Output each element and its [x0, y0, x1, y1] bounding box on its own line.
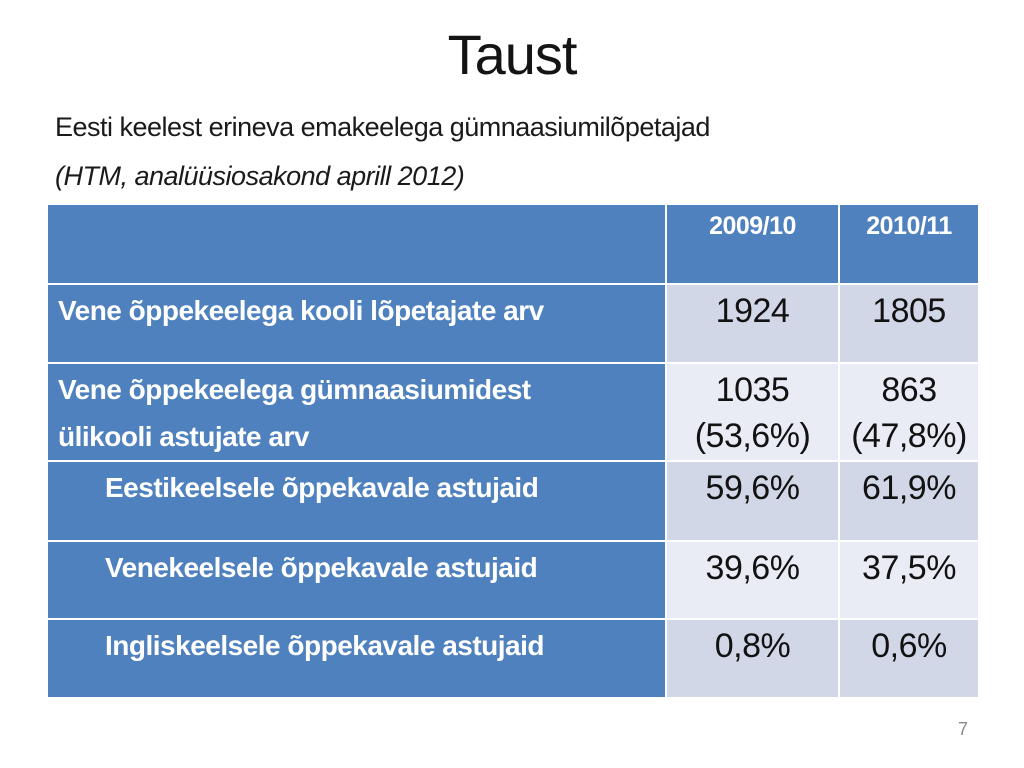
value-cell: 863 (47,8%) [840, 364, 978, 460]
table-header-row: 2009/10 2010/11 [48, 205, 978, 283]
value-cell: 1035 (53,6%) [667, 364, 838, 460]
value-cell: 39,6% [667, 542, 838, 618]
value-cell: 0,8% [667, 620, 838, 697]
value-cell: 1924 [667, 285, 838, 362]
table-row: Venekeelsele õppekavale astujaid 39,6% 3… [48, 542, 978, 618]
table-row: Vene õppekeelega gümnaasiumidest ülikool… [48, 364, 978, 460]
value-cell: 1805 [840, 285, 978, 362]
row-label-cell: Vene õppekeelega kooli lõpetajate arv [48, 285, 665, 362]
row-label-cell: Vene õppekeelega gümnaasiumidest ülikool… [48, 364, 665, 460]
value-cell: 37,5% [840, 542, 978, 618]
slide-source-note: (HTM, analüüsiosakond aprill 2012) [55, 161, 465, 191]
slide-title: Taust [447, 23, 578, 86]
table-row: Ingliskeelsele õppekavale astujaid 0,8% … [48, 620, 978, 697]
row-label-cell: Venekeelsele õppekavale astujaid [48, 542, 665, 618]
row-label-cell: Eestikeelsele õppekavale astujaid [48, 462, 665, 540]
table-row: Eestikeelsele õppekavale astujaid 59,6% … [48, 462, 978, 540]
table-row: Vene õppekeelega kooli lõpetajate arv 19… [48, 285, 978, 362]
header-empty-cell [48, 205, 665, 283]
header-cell-2009-10: 2009/10 [667, 205, 838, 283]
page-number: 7 [957, 719, 968, 739]
value-cell: 0,6% [840, 620, 978, 697]
row-label-cell: Ingliskeelsele õppekavale astujaid [48, 620, 665, 697]
header-cell-2010-11: 2010/11 [840, 205, 978, 283]
value-cell: 61,9% [840, 462, 978, 540]
value-cell: 59,6% [667, 462, 838, 540]
slide-subtitle: Eesti keelest erineva emakeelega gümnaas… [55, 112, 710, 142]
data-table: 2009/10 2010/11 Vene õppekeelega kooli l… [46, 203, 980, 699]
